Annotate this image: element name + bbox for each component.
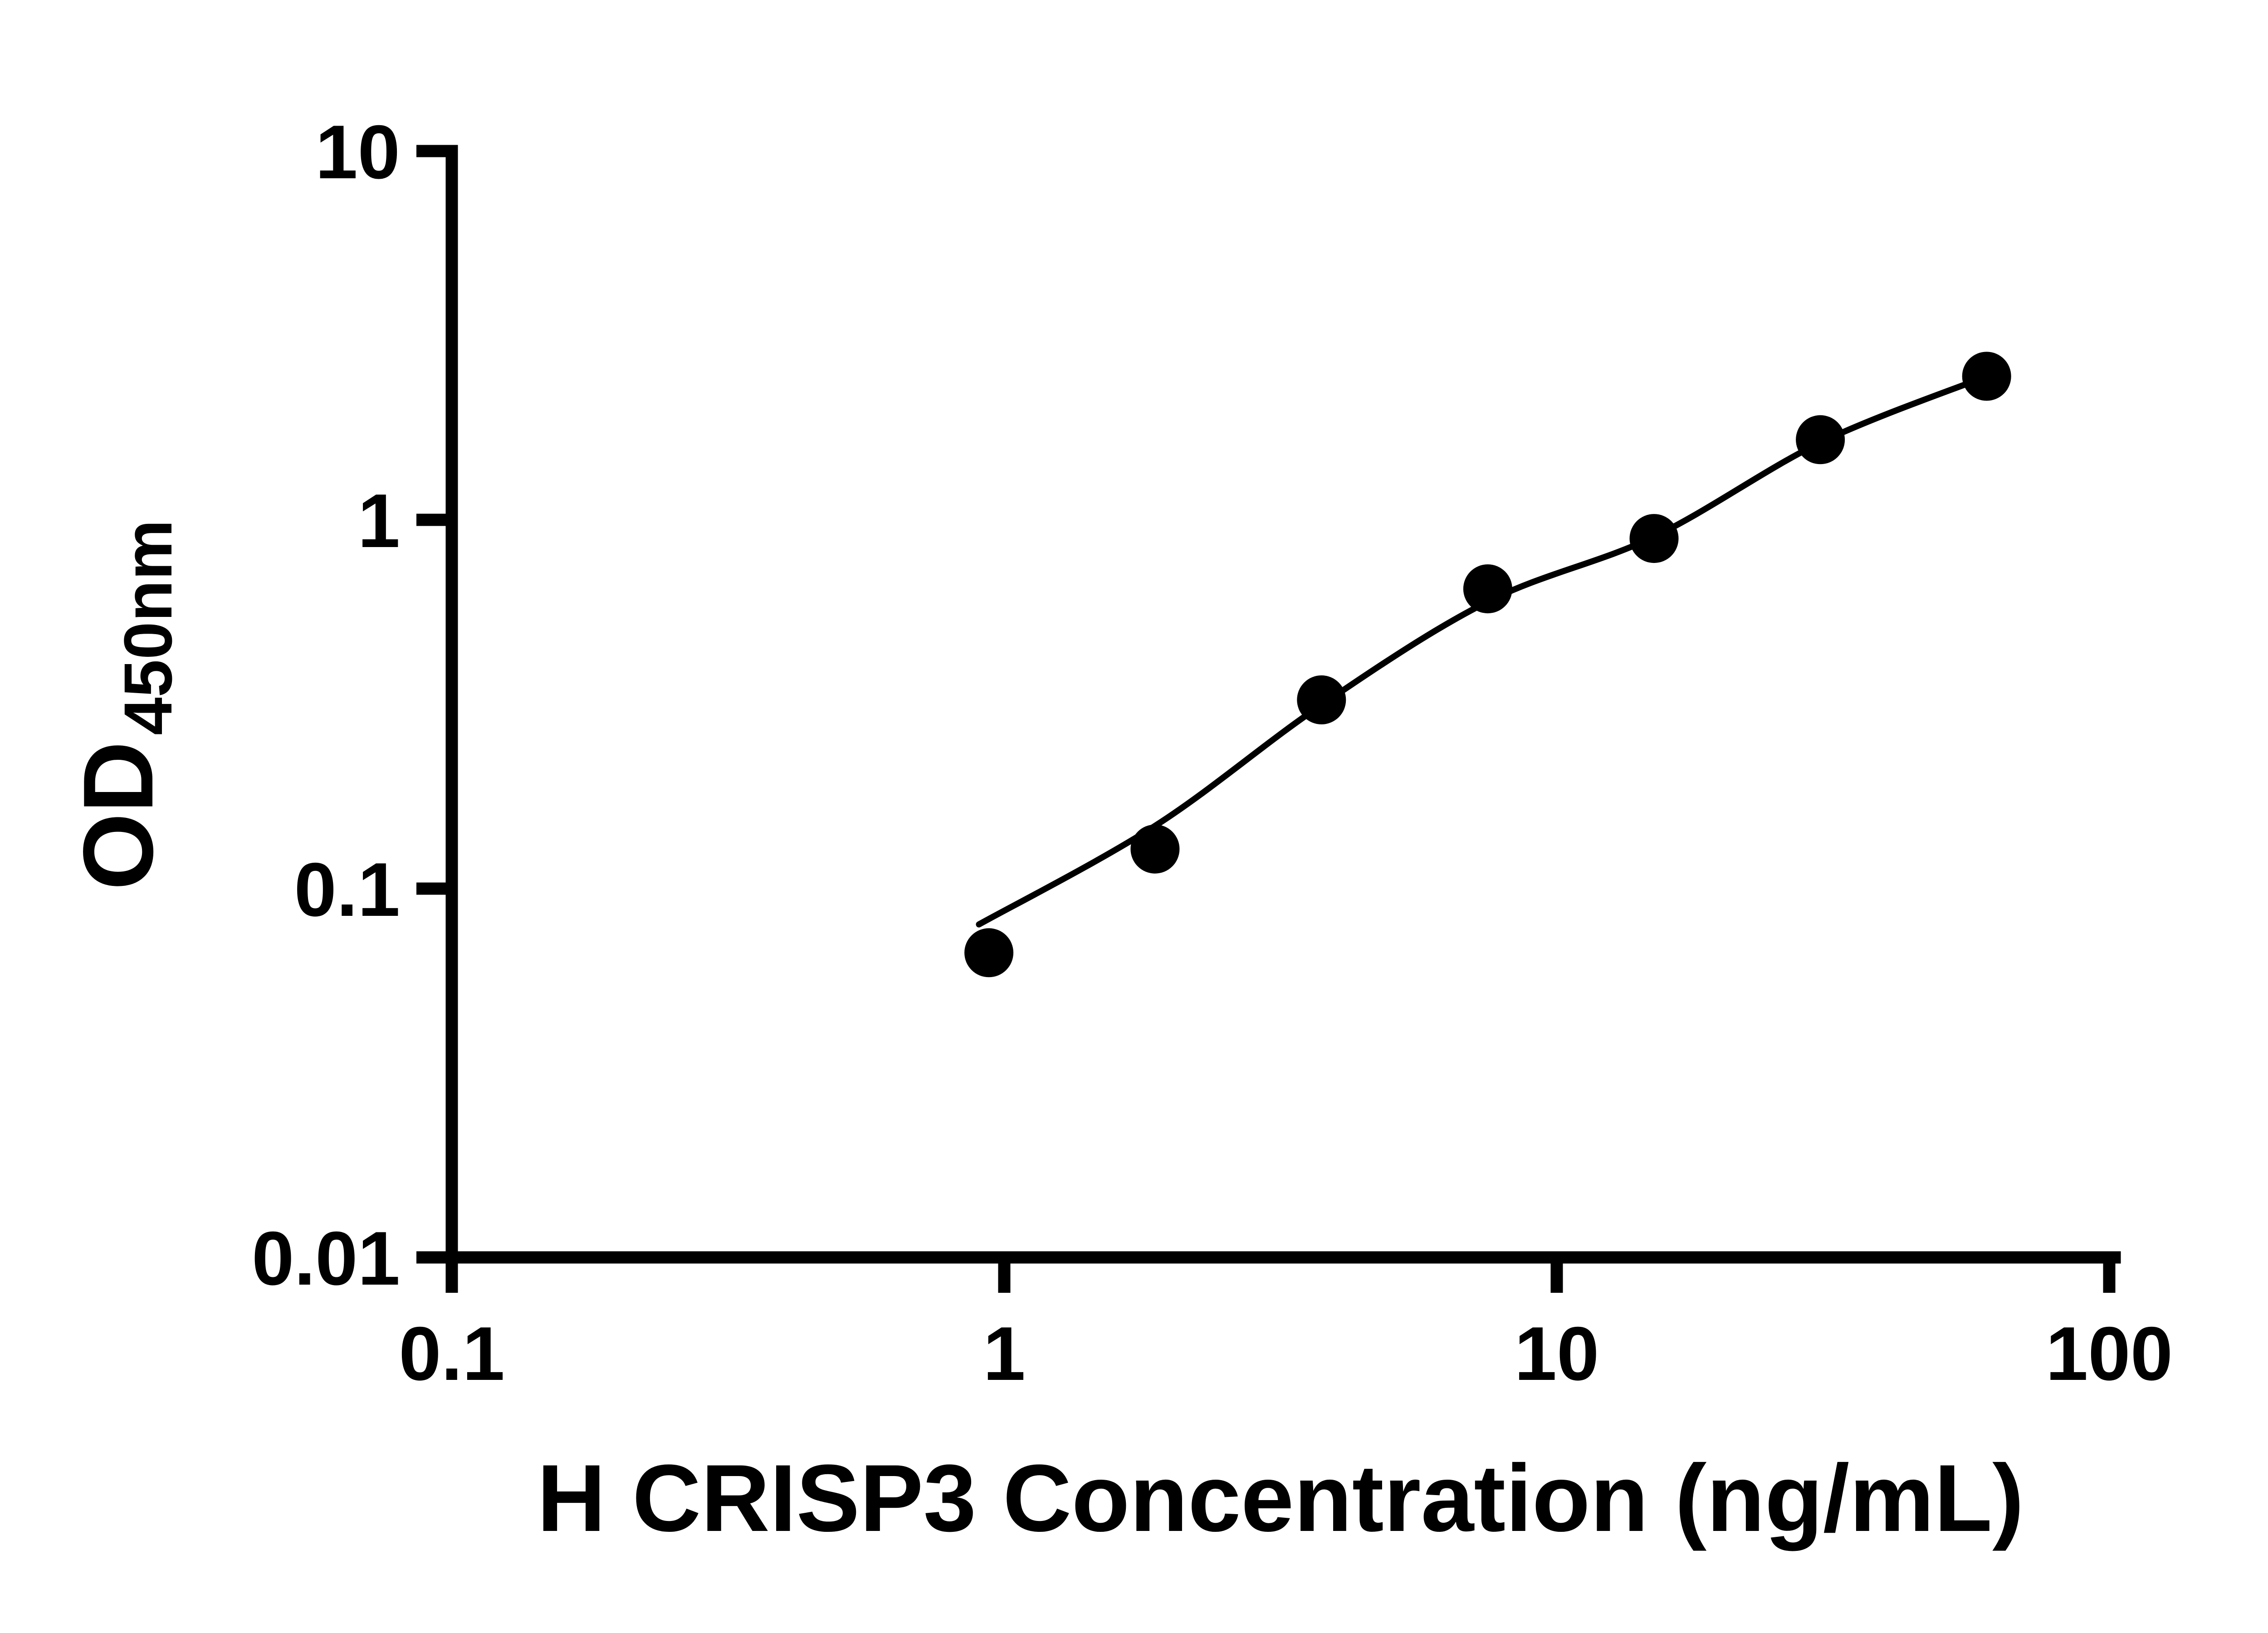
axis-lines	[445, 145, 2121, 1264]
data-point	[964, 928, 1014, 978]
data-point	[1297, 675, 1346, 724]
data-points-layer	[964, 352, 2011, 978]
y-tick-label: 10	[315, 109, 400, 195]
x-tick-label: 0.1	[399, 1311, 505, 1396]
data-point	[1629, 514, 1679, 563]
data-point	[1463, 564, 1512, 614]
x-tick-label: 10	[1515, 1311, 1599, 1396]
x-tick-label: 1	[983, 1311, 1025, 1396]
y-tick-label: 0.01	[252, 1216, 400, 1301]
ticks-layer: 0.1 1 10 100 0.01 0.1 1 10	[252, 109, 2173, 1396]
y-tick-label: 1	[358, 478, 400, 563]
data-point	[1796, 415, 1845, 464]
data-point	[1130, 824, 1180, 874]
x-tick-label: 100	[2046, 1311, 2173, 1396]
y-axis-title-subscript: 450nm	[110, 519, 186, 735]
data-point	[1962, 352, 2011, 401]
y-axis-title-main: OD	[63, 741, 174, 890]
axes-layer	[445, 145, 2121, 1264]
y-tick-label: 0.1	[294, 847, 400, 932]
y-axis-title: OD 450nm	[63, 519, 186, 890]
x-axis-title: H CRISP3 Concentration (ng/mL)	[537, 1445, 2024, 1551]
